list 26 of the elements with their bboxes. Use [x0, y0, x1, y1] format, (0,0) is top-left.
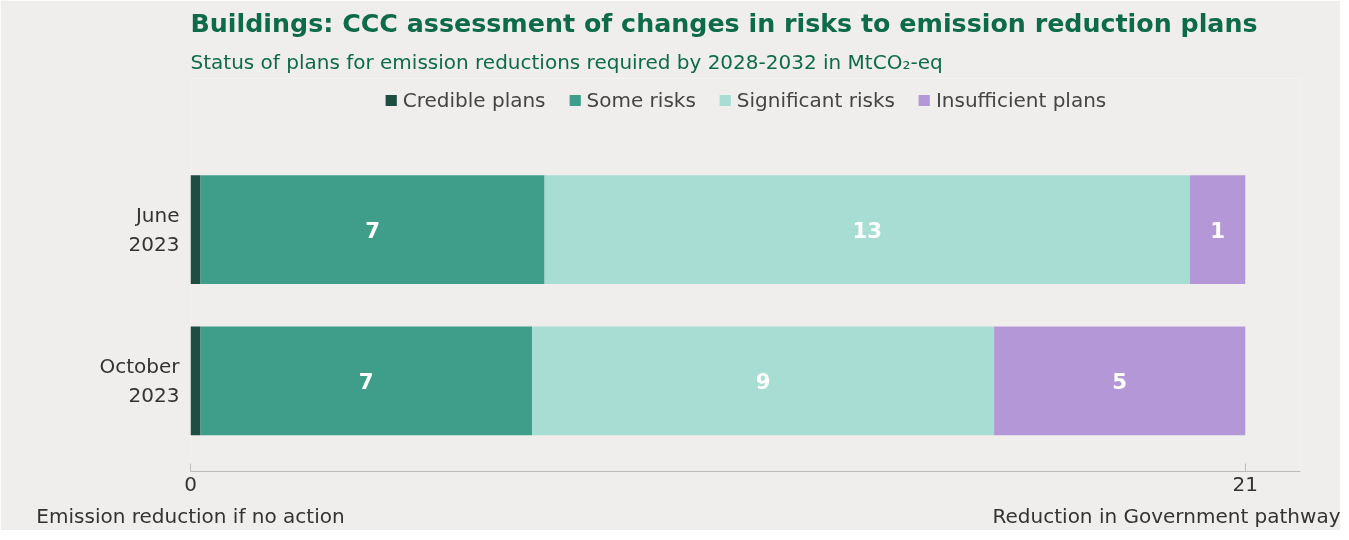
x-tick-label: 21	[1232, 471, 1258, 496]
data-label: 9	[755, 368, 771, 394]
text: Reduction in Government pathway	[992, 503, 1341, 528]
legend-label: Credible plans	[402, 88, 546, 112]
chart-subtitle: Status of plans for emission reductions required by 2028-2032 in MtCO₂-eq	[190, 49, 943, 74]
y-tick-label: June 2023	[128, 203, 180, 257]
legend-label: Insufficient plans	[935, 88, 1107, 112]
data-label: 7	[358, 368, 374, 394]
chart-title: Buildings: CCC assessment of changes in risks to emission reduction plans	[190, 7, 1258, 38]
bar	[532, 326, 995, 436]
bar	[190, 326, 201, 436]
text: Emission reduction if no action	[36, 503, 345, 528]
data-label: 1	[1210, 217, 1226, 243]
bar	[190, 175, 201, 285]
bar	[200, 326, 533, 436]
x-tick-label: 0	[184, 471, 197, 496]
bar	[200, 175, 545, 285]
y-tick-label: October 2023	[99, 354, 181, 408]
bar	[544, 175, 1190, 285]
data-label: 7	[365, 217, 380, 243]
bar	[1190, 175, 1246, 285]
data-label: 13	[852, 217, 883, 243]
legend-label: Some risks	[586, 88, 696, 112]
data-label: 5	[1112, 368, 1128, 394]
bar	[994, 326, 1246, 436]
legend-label: Significant risks	[736, 88, 895, 112]
